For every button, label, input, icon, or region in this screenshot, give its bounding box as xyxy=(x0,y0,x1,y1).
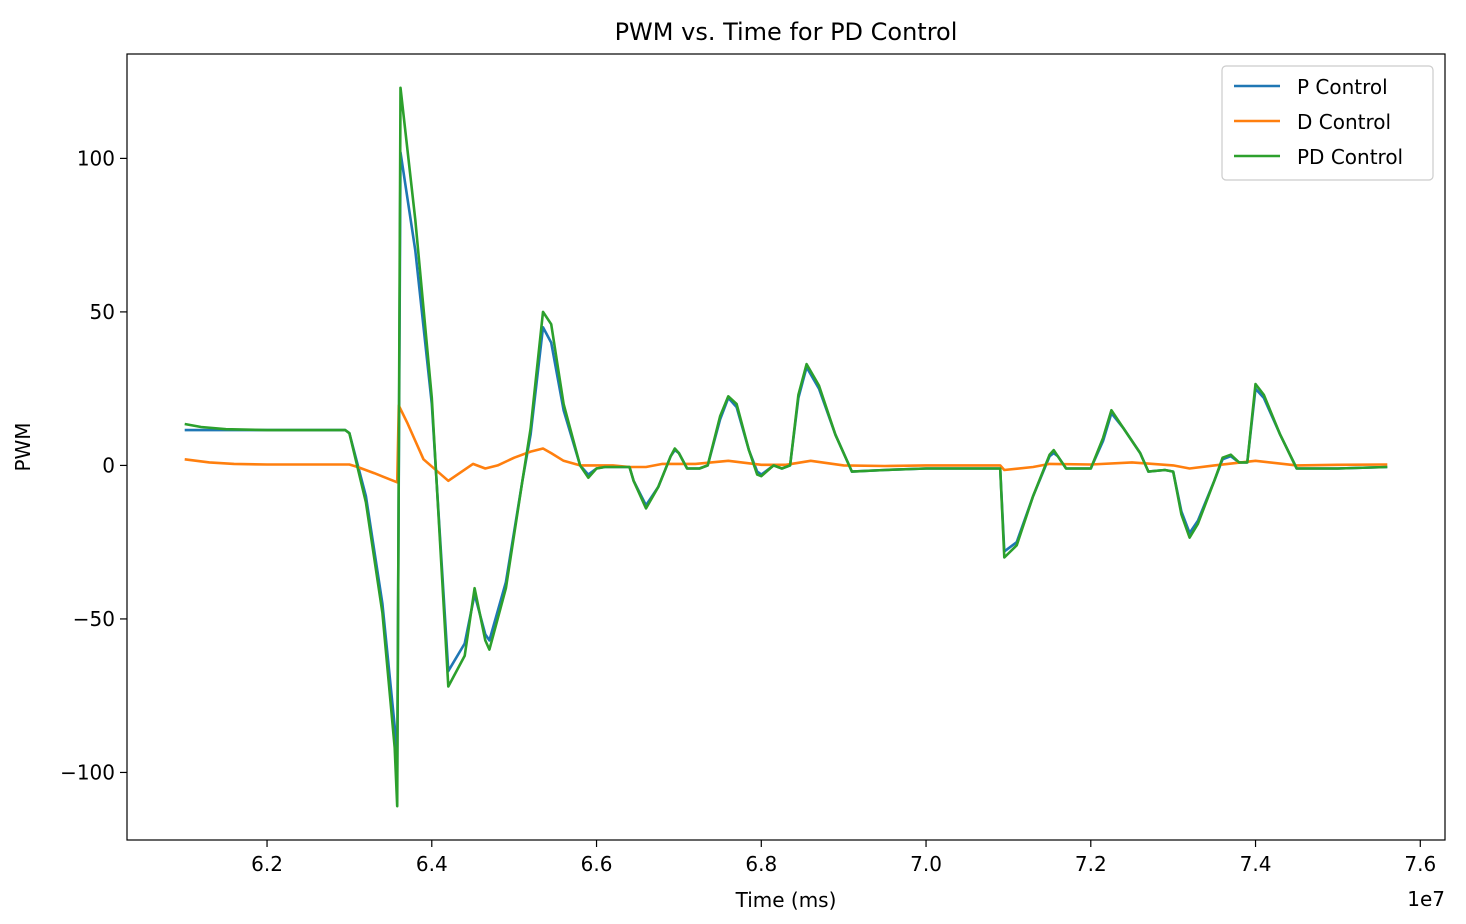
x-tick-label: 7.2 xyxy=(1075,852,1107,876)
x-tick-label: 7.0 xyxy=(910,852,942,876)
x-axis-ticks: 6.2 6.4 6.6 6.8 7.0 7.2 7.4 7.6 xyxy=(251,840,1436,876)
x-axis-offset-label: 1e7 xyxy=(1407,887,1445,911)
x-tick-label: 6.8 xyxy=(745,852,777,876)
plot-frame xyxy=(126,53,1446,841)
y-axis-label: PWM xyxy=(11,422,35,471)
legend-label-pd-control: PD Control xyxy=(1297,145,1403,169)
y-axis-ticks: 100 50 0 −50 −100 xyxy=(60,146,127,784)
series-line-pd-control xyxy=(184,86,1388,808)
y-tick-label: 100 xyxy=(77,146,115,170)
series-layer xyxy=(184,86,1388,808)
chart-title: PWM vs. Time for PD Control xyxy=(615,18,958,46)
x-axis-label: Time (ms) xyxy=(735,888,837,912)
axes-layer xyxy=(126,53,1446,841)
x-tick-label: 7.4 xyxy=(1240,852,1272,876)
x-tick-label: 6.2 xyxy=(251,852,283,876)
legend-label-d-control: D Control xyxy=(1297,110,1391,134)
y-tick-label: −100 xyxy=(60,760,115,784)
legend-box xyxy=(1221,65,1434,181)
y-tick-label: 0 xyxy=(102,453,115,477)
x-tick-label: 7.6 xyxy=(1404,852,1436,876)
y-tick-label: 50 xyxy=(90,300,115,324)
legend: P Control D Control PD Control xyxy=(1221,65,1434,181)
x-tick-label: 6.6 xyxy=(581,852,613,876)
x-tick-label: 6.4 xyxy=(416,852,448,876)
legend-label-p-control: P Control xyxy=(1297,75,1388,99)
y-tick-label: −50 xyxy=(73,607,115,631)
